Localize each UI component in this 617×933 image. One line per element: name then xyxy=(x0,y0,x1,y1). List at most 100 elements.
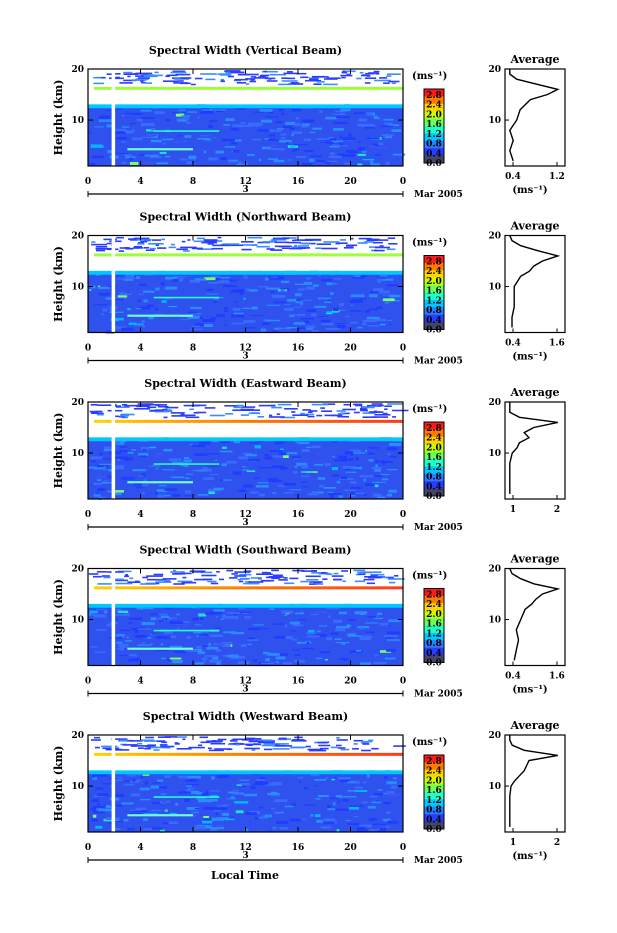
heatmap-mark xyxy=(143,290,155,293)
heatmap-mark xyxy=(205,78,216,81)
heatmap-mark xyxy=(105,297,114,300)
heatmap-mark xyxy=(297,245,309,247)
profile-x-tick-label: 2 xyxy=(554,838,560,848)
heatmap-mark xyxy=(207,808,220,810)
heatmap-mark xyxy=(380,323,386,326)
heatmap-mark xyxy=(363,578,375,581)
colorbar-swatch xyxy=(424,126,444,134)
heatmap-mark xyxy=(270,276,279,278)
heatmap-mark xyxy=(322,162,331,164)
profile-frame xyxy=(504,234,566,334)
heatmap-mark xyxy=(238,489,247,493)
heatmap-mark xyxy=(197,117,200,119)
heatmap-mark xyxy=(372,823,386,825)
heatmap-mark xyxy=(291,803,296,806)
heatmap-mark xyxy=(137,742,143,745)
y-tick-label: 10 xyxy=(71,283,84,293)
heatmap-mark xyxy=(170,412,185,414)
heatmap-mark xyxy=(225,413,234,415)
heatmap-mark xyxy=(290,746,306,749)
heatmap-mark xyxy=(306,286,315,290)
colorbar-swatch xyxy=(424,806,444,815)
heatmap-mark xyxy=(193,312,202,315)
heatmap-mark xyxy=(342,408,356,411)
heatmap-mark xyxy=(153,629,220,632)
heatmap-mark xyxy=(278,579,288,581)
heatmap-mark xyxy=(137,628,152,630)
heatmap-mark xyxy=(153,573,164,576)
heatmap-mark xyxy=(103,480,108,482)
heatmap-mark xyxy=(233,441,240,444)
heatmap-mark xyxy=(249,315,264,316)
heatmap-mark xyxy=(272,826,277,830)
heatmap-title: Spectral Width (Southward Beam) xyxy=(139,544,351,557)
heatmap-mark xyxy=(230,142,238,145)
heatmap-mark xyxy=(155,491,158,495)
heatmap-mark xyxy=(201,574,217,577)
heatmap-mark xyxy=(330,292,334,295)
heatmap-mark xyxy=(141,473,146,477)
heatmap-mark xyxy=(374,414,391,416)
heatmap-mark xyxy=(171,415,187,417)
profile-x-tick-label: 1 xyxy=(510,838,516,848)
heatmap-mark xyxy=(376,277,386,279)
x-tick-label: 12 xyxy=(239,843,252,853)
heatmap-mark xyxy=(272,465,284,469)
heatmap-mark xyxy=(289,577,299,580)
heatmap-mark xyxy=(289,621,300,625)
colorbar-unit: (ms⁻¹) xyxy=(412,404,447,415)
heatmap-mark xyxy=(114,828,121,830)
heatmap-mark xyxy=(98,412,104,415)
heatmap-mark xyxy=(147,636,152,639)
heatmap-mark xyxy=(365,622,379,624)
heatmap-mark xyxy=(338,808,349,811)
heatmap-mark xyxy=(331,140,343,143)
heatmap-mark xyxy=(275,656,286,660)
heatmap-mark xyxy=(350,492,365,494)
heatmap-mark xyxy=(268,111,274,114)
heatmap-mark xyxy=(302,409,311,411)
heatmap-mark xyxy=(132,469,146,472)
heatmap-mark xyxy=(340,748,350,751)
heatmap-mark xyxy=(300,318,315,320)
y-tick-label: 10 xyxy=(71,449,84,459)
heatmap-mark xyxy=(182,738,186,741)
heatmap-mark xyxy=(266,116,279,118)
heatmap-mark xyxy=(305,575,321,578)
heatmap-mark xyxy=(341,76,346,79)
heatmap-mark xyxy=(374,617,384,620)
heatmap-mark xyxy=(215,824,224,827)
heatmap-mark xyxy=(321,247,338,250)
heatmap-mark xyxy=(201,241,218,244)
date-label: Mar 2005 xyxy=(414,357,463,367)
heatmap-mark xyxy=(268,130,282,132)
x-tick-label: 0 xyxy=(400,177,406,187)
heatmap-mark xyxy=(114,579,128,582)
heatmap-mark xyxy=(299,242,311,245)
heatmap-mark xyxy=(124,613,130,617)
heatmap-mark xyxy=(274,812,281,815)
heatmap-mark xyxy=(388,243,398,245)
heatmap-mark xyxy=(206,646,219,650)
heatmap-mark xyxy=(114,296,127,300)
heatmap-mark xyxy=(377,828,380,830)
heatmap-mark xyxy=(362,416,378,418)
heatmap-mark xyxy=(264,453,269,457)
heatmap-mark xyxy=(340,642,346,645)
heatmap-mark xyxy=(111,402,116,499)
y-axis-label: Height (km) xyxy=(52,413,65,489)
heatmap-mark xyxy=(292,109,302,112)
heatmap-mark xyxy=(326,311,339,313)
heatmap-mark xyxy=(377,279,381,283)
heatmap-mark xyxy=(141,642,146,644)
heatmap-mark xyxy=(111,735,116,832)
heatmap-mark xyxy=(213,809,222,812)
heatmap-mark xyxy=(99,116,110,120)
profile-x-label: (ms⁻¹) xyxy=(512,685,547,696)
heatmap-mark xyxy=(257,577,262,580)
heatmap-mark xyxy=(203,150,207,154)
x-tick-label: 0 xyxy=(400,344,406,354)
heatmap-mark xyxy=(354,580,365,583)
colorbar-tick-label: 2.4 xyxy=(426,101,442,111)
heatmap-mark xyxy=(283,492,294,494)
